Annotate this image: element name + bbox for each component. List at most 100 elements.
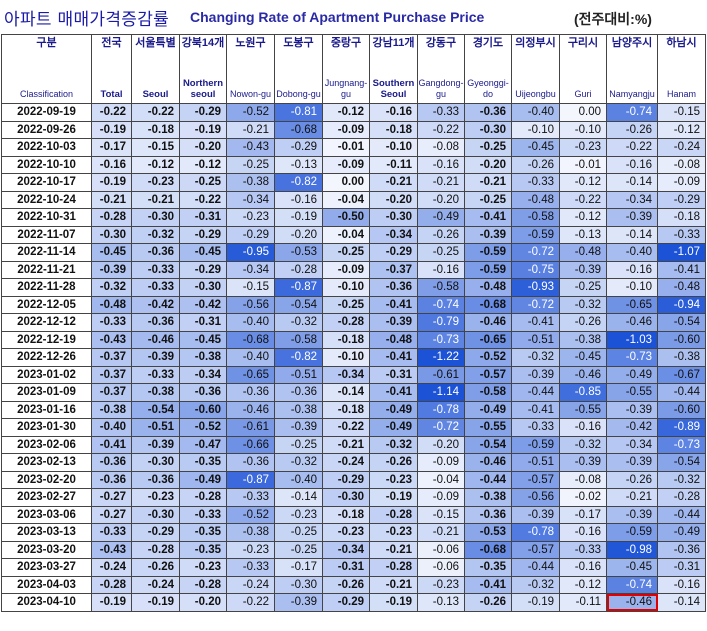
value-cell: 0.00 <box>559 103 607 122</box>
value-cell: -0.46 <box>131 330 180 349</box>
header-korean-label: 하남시 <box>666 37 697 49</box>
date-cell: 2023-02-06 <box>1 435 92 454</box>
value-cell: -0.48 <box>657 278 706 297</box>
value-cell: -0.51 <box>131 418 180 437</box>
value-cell: -0.30 <box>322 488 370 507</box>
value-cell: -0.16 <box>606 260 658 279</box>
value-cell: -0.29 <box>369 243 418 262</box>
value-cell: -0.31 <box>179 313 227 332</box>
value-cell: -0.32 <box>511 348 560 367</box>
date-cell: 2022-11-07 <box>1 225 92 244</box>
value-cell: -0.53 <box>464 523 512 542</box>
value-cell: -0.22 <box>91 103 132 122</box>
value-cell: -0.09 <box>322 120 370 139</box>
date-cell: 2022-09-19 <box>1 103 92 122</box>
value-cell: -0.39 <box>274 593 323 612</box>
value-cell: -0.16 <box>606 155 658 174</box>
value-cell: -0.13 <box>274 155 323 174</box>
value-cell: -0.39 <box>606 505 658 524</box>
value-cell: -0.40 <box>226 313 275 332</box>
value-cell: -0.59 <box>464 243 512 262</box>
value-cell: -0.74 <box>606 575 658 594</box>
value-cell: -0.21 <box>369 540 418 559</box>
value-cell: -0.30 <box>131 505 180 524</box>
value-cell: -0.12 <box>559 575 607 594</box>
value-cell: -0.68 <box>464 295 512 314</box>
date-cell: 2023-02-13 <box>1 453 92 472</box>
value-cell: -0.38 <box>226 173 275 192</box>
value-cell: -0.46 <box>464 313 512 332</box>
value-cell: -0.60 <box>657 400 706 419</box>
value-cell: -0.59 <box>606 523 658 542</box>
header-english-label: Namyangju <box>609 89 655 99</box>
value-cell: -0.21 <box>322 435 370 454</box>
value-cell: -0.06 <box>417 540 465 559</box>
value-cell: -0.15 <box>131 138 180 157</box>
value-cell: -0.19 <box>131 593 180 612</box>
table-row: 2023-03-27 -0.24 -0.26 -0.23 -0.33 -0.17 -0.31… <box>1 558 706 577</box>
table-row: 2022-12-12 -0.33 -0.36 -0.31 -0.40 -0.32 -0.28… <box>1 313 706 332</box>
value-cell: -0.41 <box>91 435 132 454</box>
header-korean-label: 중랑구 <box>330 37 362 49</box>
value-cell: -0.25 <box>274 540 323 559</box>
date-cell: 2022-10-17 <box>1 173 92 192</box>
value-cell: -0.34 <box>226 260 275 279</box>
header-english-label: Total <box>100 89 123 100</box>
value-cell: -0.10 <box>369 138 418 157</box>
value-cell: -0.38 <box>657 348 706 367</box>
value-cell: -0.21 <box>131 190 180 209</box>
header-english-label: Gangdong-gu <box>418 78 464 99</box>
value-cell: -0.21 <box>606 488 658 507</box>
value-cell: -0.82 <box>274 173 323 192</box>
date-cell: 2022-10-10 <box>1 155 92 174</box>
value-cell: -0.26 <box>322 575 370 594</box>
header-korean-label: 전국 <box>101 37 122 49</box>
value-cell: -0.10 <box>606 278 658 297</box>
value-cell: -0.68 <box>464 540 512 559</box>
date-cell: 2023-03-20 <box>1 540 92 559</box>
value-cell: -0.01 <box>559 155 607 174</box>
value-cell: -0.36 <box>131 243 180 262</box>
value-cell: -0.32 <box>657 470 706 489</box>
value-cell: -0.28 <box>274 260 323 279</box>
value-cell: -0.16 <box>657 575 706 594</box>
value-cell: -0.41 <box>464 575 512 594</box>
value-cell: -0.20 <box>179 593 227 612</box>
table-row: 2023-01-16 -0.38 -0.54 -0.60 -0.46 -0.38 -0.18… <box>1 400 706 419</box>
date-cell: 2022-12-05 <box>1 295 92 314</box>
value-cell: -0.34 <box>369 225 418 244</box>
value-cell: -0.46 <box>606 593 658 612</box>
date-cell: 2022-10-31 <box>1 208 92 227</box>
value-cell: -0.40 <box>511 103 560 122</box>
value-cell: -0.41 <box>511 313 560 332</box>
value-cell: -0.23 <box>417 575 465 594</box>
value-cell: -0.32 <box>511 575 560 594</box>
value-cell: -0.36 <box>91 453 132 472</box>
value-cell: 0.00 <box>322 173 370 192</box>
value-cell: -0.18 <box>369 120 418 139</box>
value-cell: -0.18 <box>131 120 180 139</box>
value-cell: -1.22 <box>417 348 465 367</box>
table-row: 2023-01-30 -0.40 -0.51 -0.52 -0.61 -0.39 -0.22… <box>1 418 706 437</box>
value-cell: -0.39 <box>131 348 180 367</box>
table-row: 2023-01-09 -0.37 -0.38 -0.36 -0.36 -0.36 -0.14… <box>1 383 706 402</box>
date-cell: 2023-04-03 <box>1 575 92 594</box>
value-cell: -0.46 <box>464 453 512 472</box>
value-cell: -0.59 <box>464 260 512 279</box>
header-english-label: Hanam <box>666 89 696 99</box>
value-cell: -0.58 <box>417 278 465 297</box>
value-cell: -0.32 <box>559 435 607 454</box>
table-row: 2022-12-19 -0.43 -0.46 -0.45 -0.68 -0.58 -0.18… <box>1 330 706 349</box>
header-region: 구리시 Guri <box>559 34 607 104</box>
price-change-table: 구분 Classification 전국 Total 서울특별 Seoul 강북14개 Nor… <box>1 34 706 612</box>
value-cell: -0.54 <box>131 400 180 419</box>
table-row: 2023-02-20 -0.36 -0.36 -0.49 -0.87 -0.40 -0.29… <box>1 470 706 489</box>
value-cell: -0.48 <box>91 295 132 314</box>
value-cell: -0.12 <box>559 208 607 227</box>
value-cell: -0.31 <box>369 365 418 384</box>
value-cell: -0.26 <box>559 313 607 332</box>
date-cell: 2022-12-12 <box>1 313 92 332</box>
header-region: 도봉구 Dobong-gu <box>274 34 323 104</box>
value-cell: -0.72 <box>417 418 465 437</box>
value-cell: -0.36 <box>657 540 706 559</box>
